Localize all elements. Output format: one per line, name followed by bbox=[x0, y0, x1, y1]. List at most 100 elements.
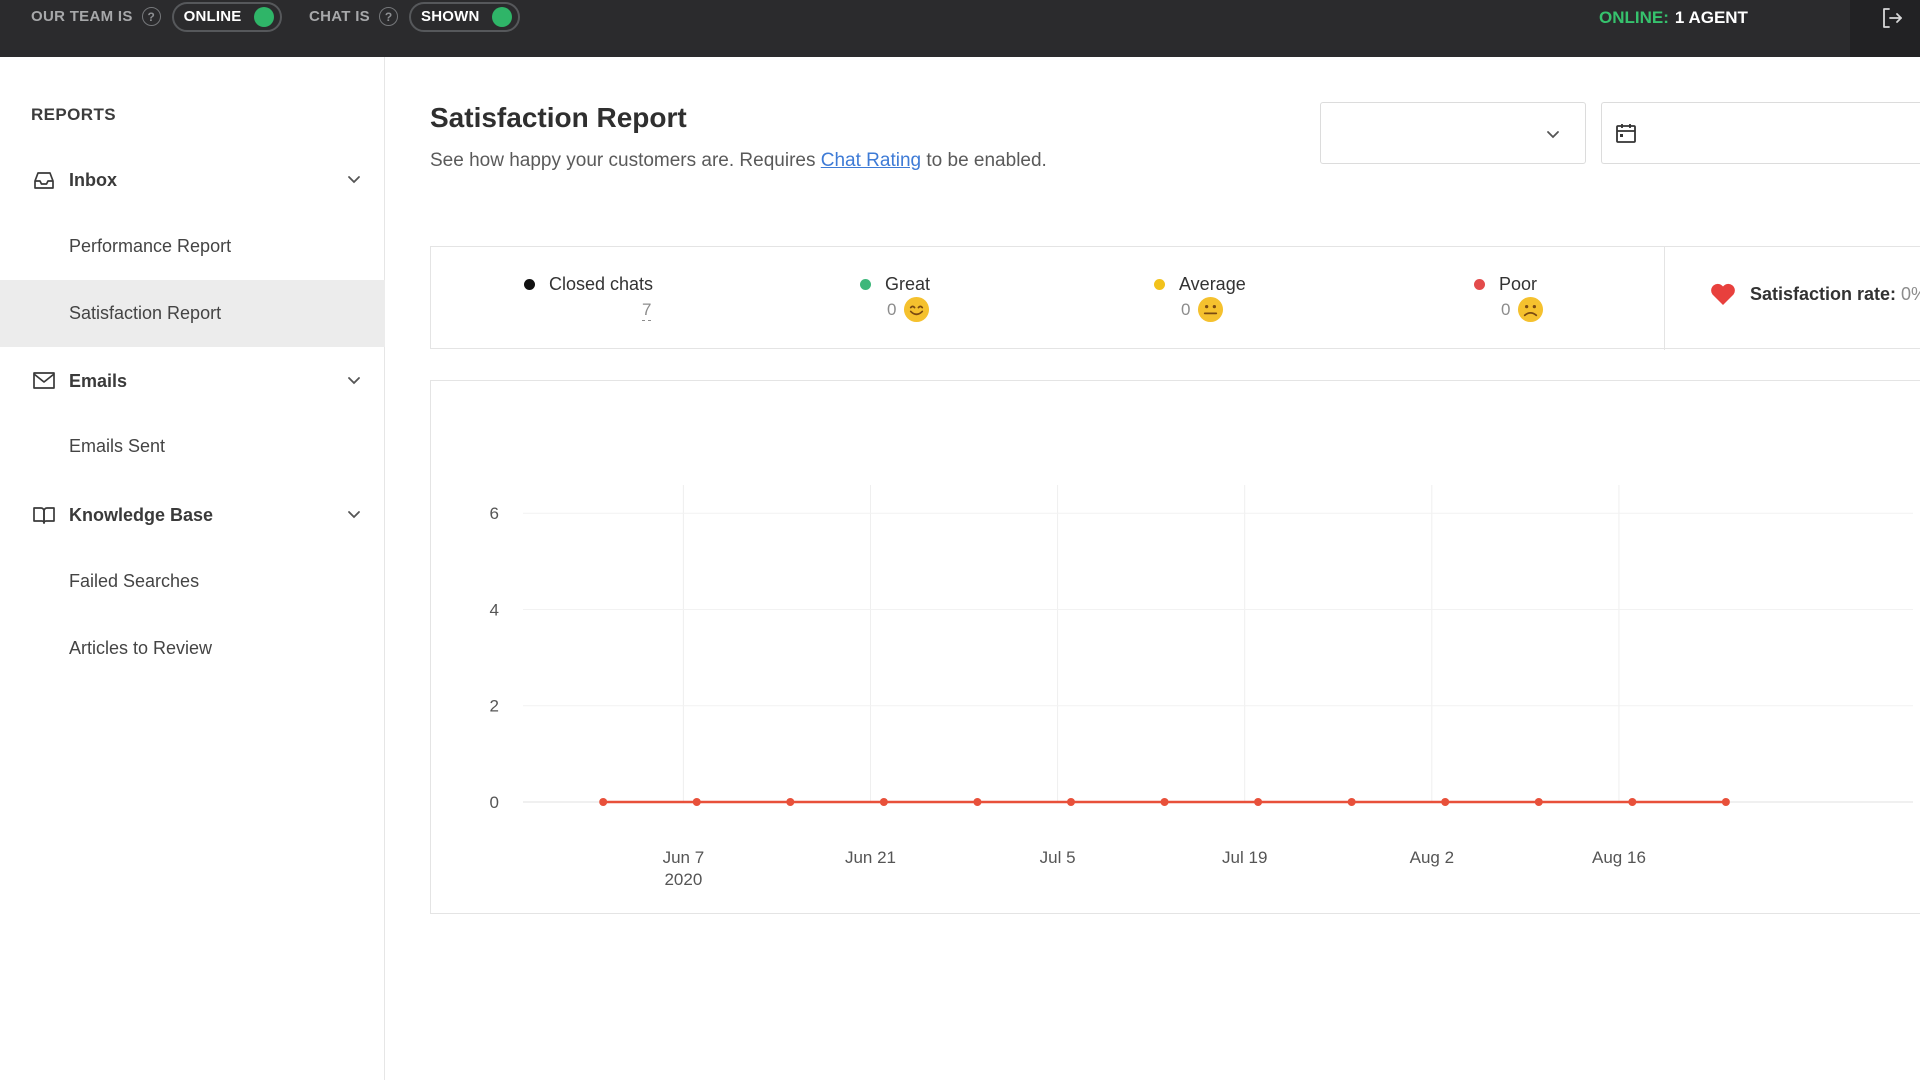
sidebar-title: REPORTS bbox=[31, 105, 116, 124]
data-point bbox=[973, 798, 982, 806]
closed-chats-label: Closed chats bbox=[549, 274, 654, 294]
data-point bbox=[599, 798, 608, 806]
sidebar-section-emails[interactable]: Emails bbox=[0, 359, 385, 403]
x-tick-sublabel: 2020 bbox=[664, 870, 702, 889]
reports-sidebar: REPORTS Inbox Performance Report Satisfa… bbox=[0, 57, 385, 1080]
top-bar: OUR TEAM IS ? ONLINE CHAT IS ? SHOWN ONL… bbox=[0, 0, 1920, 57]
sidebar-item-label: Failed Searches bbox=[69, 571, 200, 591]
toggle-knob bbox=[491, 6, 512, 27]
great-value: 0 bbox=[887, 299, 897, 319]
poor-dot bbox=[1474, 279, 1485, 290]
average-dot bbox=[1154, 279, 1165, 290]
average-value: 0 bbox=[1181, 299, 1191, 319]
y-tick-label: 4 bbox=[490, 600, 499, 619]
average-label: Average bbox=[1179, 274, 1246, 294]
poor-label: Poor bbox=[1499, 274, 1538, 294]
sidebar-item-label: Satisfaction Report bbox=[69, 303, 222, 323]
closed-chats-dot bbox=[524, 279, 535, 290]
sidebar-section-label: Emails bbox=[69, 370, 128, 391]
subtitle-text: See how happy your customers are. Requir… bbox=[430, 150, 821, 171]
team-status-label: OUR TEAM IS bbox=[31, 8, 133, 25]
chat-rating-link[interactable]: Chat Rating bbox=[820, 150, 922, 171]
help-icon[interactable]: ? bbox=[379, 7, 398, 26]
data-point bbox=[1441, 798, 1450, 806]
neutral-emoji-icon bbox=[1198, 296, 1224, 323]
chevron-down-icon[interactable] bbox=[346, 372, 362, 388]
sidebar-item-label: Emails Sent bbox=[69, 436, 166, 456]
satisfaction-line-chart: Jun 7 2020 Jun 21 Jul 5 Jul 19 Aug 2 Aug 16 0 2 4… bbox=[490, 485, 1913, 889]
sidebar-section-inbox[interactable]: Inbox bbox=[0, 158, 385, 202]
sidebar-item-satisfaction-report[interactable]: Satisfaction Report bbox=[0, 280, 385, 347]
x-tick-label: Jun 7 bbox=[663, 848, 705, 867]
chat-status-label: CHAT IS bbox=[309, 8, 370, 25]
x-tick-label: Jun 21 bbox=[845, 848, 896, 867]
sidebar-item-articles-to-review[interactable]: Articles to Review bbox=[0, 615, 385, 682]
data-point bbox=[1066, 798, 1075, 806]
heart-icon bbox=[1711, 283, 1735, 305]
poor-value: 0 bbox=[1501, 299, 1511, 319]
data-point bbox=[1254, 798, 1263, 806]
online-agents-indicator: ONLINE: 1 AGENT bbox=[1599, 0, 1748, 36]
chat-shown-toggle[interactable]: SHOWN bbox=[409, 1, 520, 32]
satisfaction-chart-card: Jun 7 2020 Jun 21 Jul 5 Jul 19 Aug 2 Aug 16 0 2 4… bbox=[430, 380, 1920, 914]
chevron-down-icon[interactable] bbox=[346, 506, 362, 522]
y-tick-label: 6 bbox=[490, 504, 499, 523]
sidebar-item-label: Articles to Review bbox=[69, 638, 213, 658]
satisfaction-rate: Satisfaction rate: 0% bbox=[1710, 283, 1920, 306]
sad-emoji-icon bbox=[1518, 296, 1544, 323]
chat-status-group: CHAT IS ? SHOWN bbox=[309, 0, 520, 33]
logout-icon bbox=[1883, 8, 1902, 28]
smile-emoji-icon bbox=[904, 296, 930, 323]
data-point bbox=[692, 798, 701, 806]
sidebar-item-label: Performance Report bbox=[69, 236, 232, 256]
team-online-toggle-label: ONLINE bbox=[183, 8, 242, 25]
mail-icon bbox=[33, 372, 55, 389]
page-subtitle: See how happy your customers are. Requir… bbox=[430, 150, 1047, 172]
date-range-picker[interactable] bbox=[1601, 102, 1920, 164]
y-tick-label: 2 bbox=[490, 697, 499, 716]
help-icon[interactable]: ? bbox=[141, 7, 161, 26]
team-online-toggle[interactable]: ONLINE bbox=[171, 1, 282, 32]
chevron-down-icon bbox=[1547, 131, 1559, 139]
great-label: Great bbox=[885, 274, 931, 294]
great-value-row: 0 bbox=[887, 296, 930, 323]
inbox-icon bbox=[34, 172, 54, 189]
great-dot bbox=[860, 279, 871, 290]
poor-value-row: 0 bbox=[1501, 296, 1544, 323]
sidebar-section-label: Inbox bbox=[69, 169, 117, 190]
x-tick-label: Jul 19 bbox=[1222, 848, 1267, 867]
sidebar-item-failed-searches[interactable]: Failed Searches bbox=[0, 548, 385, 615]
sidebar-item-performance-report[interactable]: Performance Report bbox=[0, 213, 385, 280]
calendar-icon bbox=[1616, 124, 1636, 143]
data-point bbox=[1628, 798, 1637, 806]
data-point bbox=[1534, 798, 1543, 806]
y-tick-label: 0 bbox=[490, 793, 499, 812]
sidebar-section-knowledge-base[interactable]: Knowledge Base bbox=[0, 493, 385, 537]
logout-button[interactable] bbox=[1850, 0, 1920, 57]
book-icon bbox=[33, 507, 55, 524]
data-point bbox=[1721, 798, 1730, 806]
toggle-knob bbox=[253, 6, 274, 27]
summary-divider bbox=[1664, 247, 1665, 350]
x-tick-label: Aug 16 bbox=[1592, 848, 1646, 867]
data-point bbox=[1347, 798, 1356, 806]
online-agents-count: 1 AGENT bbox=[1674, 8, 1748, 27]
subtitle-text: to be enabled. bbox=[921, 150, 1047, 171]
average-value-row: 0 bbox=[1181, 296, 1224, 323]
satisfaction-summary-card: Closed chats 7 Great 0 Average 0 bbox=[430, 246, 1920, 350]
data-point bbox=[786, 798, 795, 806]
x-tick-label: Jul 5 bbox=[1040, 848, 1076, 867]
page-title: Satisfaction Report bbox=[430, 102, 687, 133]
sidebar-section-label: Knowledge Base bbox=[69, 504, 214, 525]
satisfaction-rate-label: Satisfaction rate: bbox=[1750, 284, 1897, 304]
satisfaction-rate-value: 0% bbox=[1901, 284, 1920, 304]
chevron-down-icon[interactable] bbox=[346, 171, 362, 187]
report-filter-select[interactable] bbox=[1320, 102, 1586, 164]
sidebar-item-emails-sent[interactable]: Emails Sent bbox=[0, 413, 385, 480]
data-point bbox=[879, 798, 888, 806]
data-point bbox=[1160, 798, 1169, 806]
x-tick-label: Aug 2 bbox=[1410, 848, 1454, 867]
closed-chats-value[interactable]: 7 bbox=[642, 300, 652, 321]
team-status-group: OUR TEAM IS ? ONLINE bbox=[31, 0, 282, 33]
online-agents-label: ONLINE: bbox=[1599, 8, 1669, 27]
